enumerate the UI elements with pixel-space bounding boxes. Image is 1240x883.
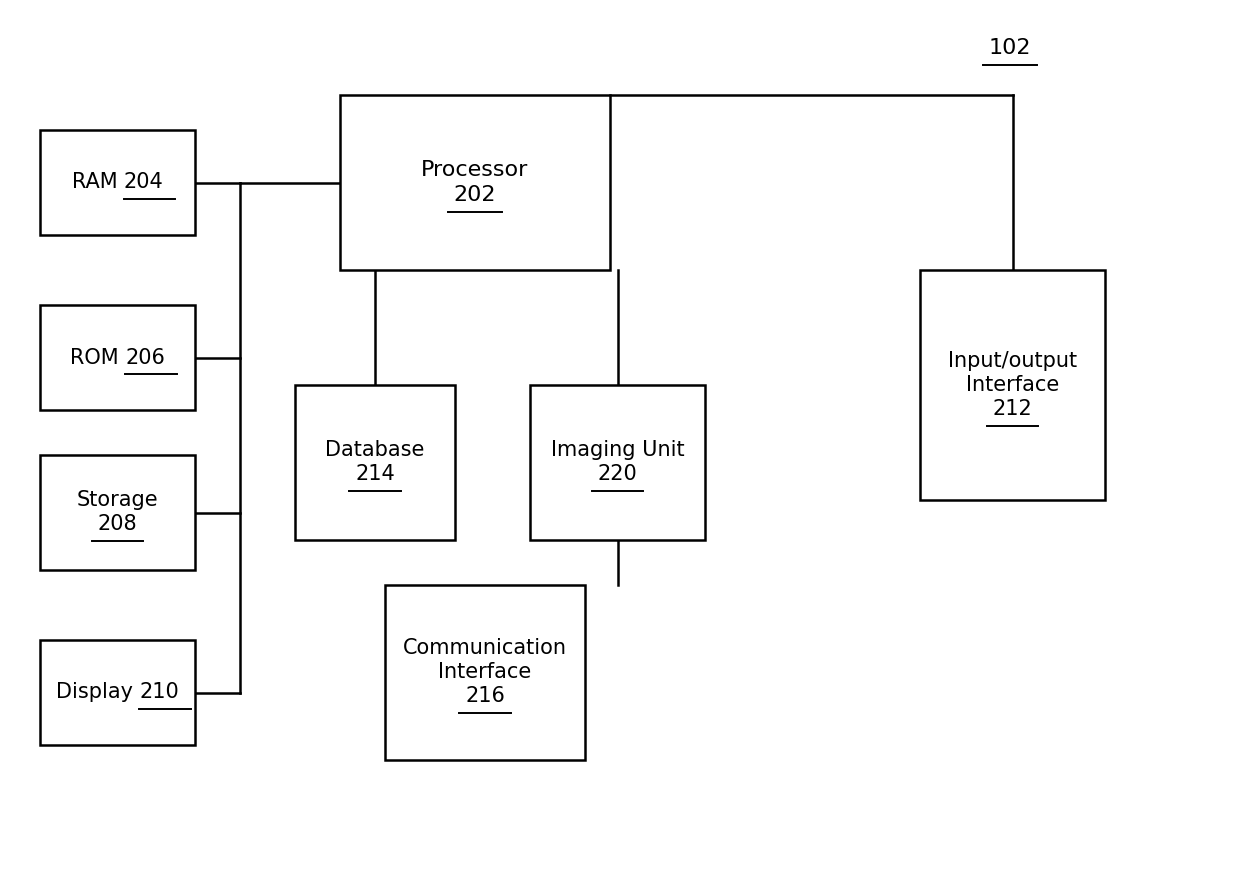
Text: ROM: ROM <box>69 348 125 367</box>
Bar <box>384 585 585 760</box>
Text: 202: 202 <box>454 185 496 206</box>
Text: RAM: RAM <box>72 172 124 192</box>
Text: 214: 214 <box>355 464 394 485</box>
Text: 102: 102 <box>988 38 1032 58</box>
Text: 204: 204 <box>124 172 164 192</box>
Text: 208: 208 <box>98 515 138 534</box>
Text: Database: Database <box>325 441 424 461</box>
Bar <box>40 640 195 745</box>
Text: 210: 210 <box>139 683 180 703</box>
Text: Communication: Communication <box>403 638 567 659</box>
Bar <box>340 95 610 270</box>
Bar <box>40 455 195 570</box>
Text: 216: 216 <box>465 686 505 706</box>
Text: Storage: Storage <box>77 490 159 510</box>
Text: Interface: Interface <box>439 662 532 683</box>
Text: Display: Display <box>56 683 139 703</box>
Text: 220: 220 <box>598 464 637 485</box>
Text: Interface: Interface <box>966 375 1059 395</box>
Text: 212: 212 <box>993 399 1033 419</box>
Text: Processor: Processor <box>422 160 528 180</box>
Bar <box>295 385 455 540</box>
Bar <box>40 130 195 235</box>
Bar <box>529 385 706 540</box>
Text: Imaging Unit: Imaging Unit <box>551 441 684 461</box>
Text: Input/output: Input/output <box>947 351 1078 371</box>
Bar <box>40 305 195 410</box>
Bar <box>920 270 1105 500</box>
Text: 206: 206 <box>125 348 165 367</box>
